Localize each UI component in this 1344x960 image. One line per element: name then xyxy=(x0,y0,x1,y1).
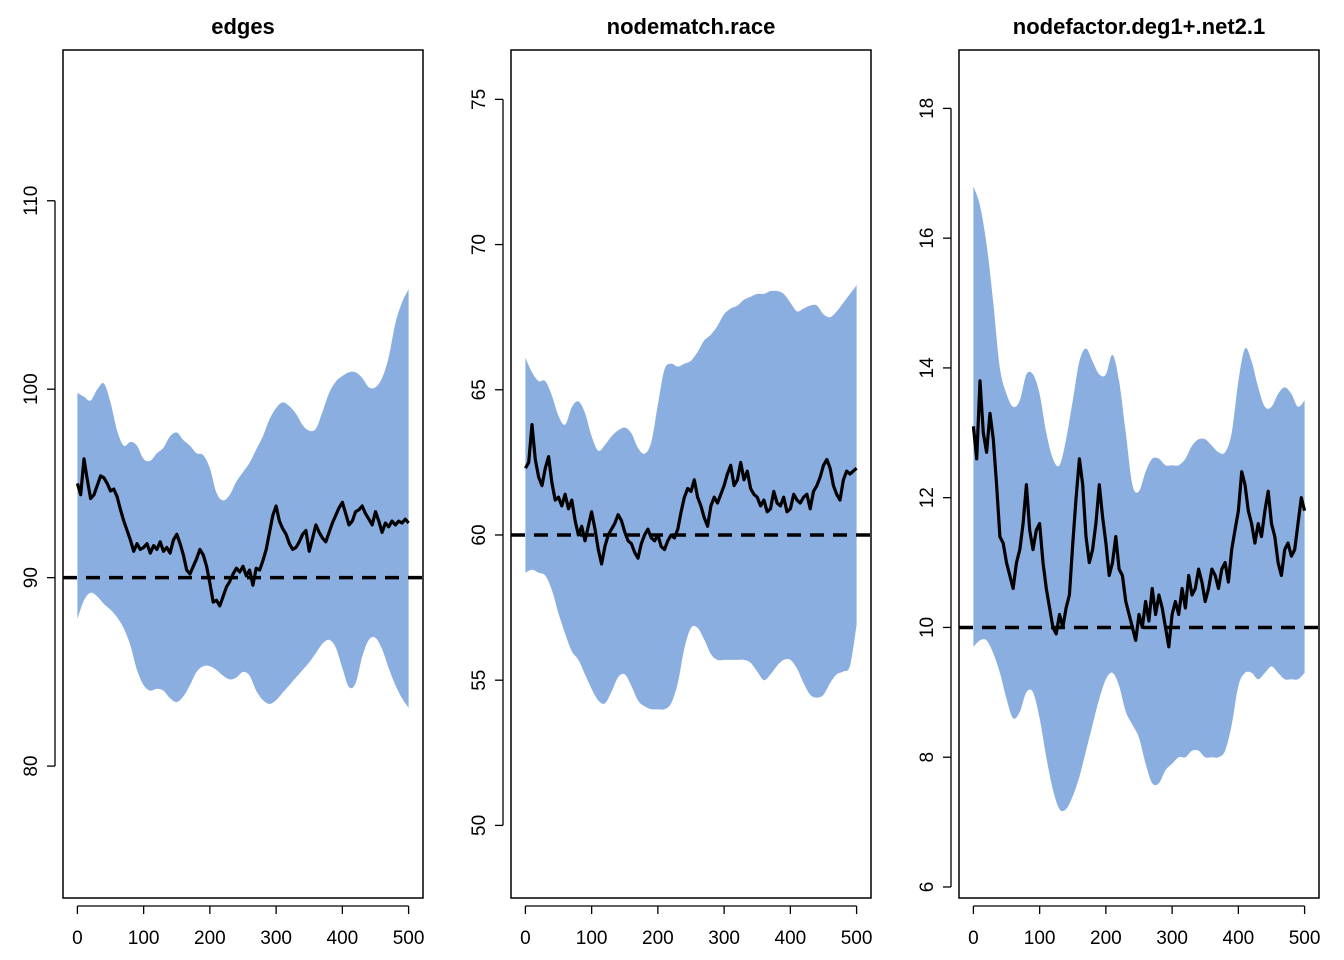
confidence-band xyxy=(973,186,1305,812)
x-tick-label: 0 xyxy=(968,928,979,949)
x-tick-label: 0 xyxy=(520,928,531,949)
y-tick-label: 75 xyxy=(469,89,490,110)
plot-frame xyxy=(510,49,872,899)
panel-title: nodematch.race xyxy=(607,14,776,39)
panel-edges: edges 0 100 200 300 400 500 80 90 100 110 xyxy=(21,14,424,949)
x-axis: 0 100 200 300 400 500 xyxy=(72,905,425,949)
x-tick-label: 300 xyxy=(260,928,292,949)
x-tick-label: 300 xyxy=(708,928,740,949)
x-tick-label: 500 xyxy=(1289,928,1321,949)
x-tick-label: 500 xyxy=(841,928,873,949)
x-tick-label: 100 xyxy=(576,928,608,949)
x-tick-label: 200 xyxy=(642,928,674,949)
y-tick-label: 55 xyxy=(469,670,490,691)
y-tick-label: 10 xyxy=(917,617,938,638)
y-tick-label: 8 xyxy=(917,752,938,763)
y-tick-label: 80 xyxy=(21,756,42,777)
y-tick-label: 65 xyxy=(469,379,490,400)
x-tick-label: 400 xyxy=(775,928,807,949)
trace-line xyxy=(971,379,1307,649)
confidence-band xyxy=(77,289,409,708)
y-tick-label: 16 xyxy=(917,228,938,249)
plot-frame xyxy=(958,49,1320,899)
x-axis: 0 100 200 300 400 500 xyxy=(520,905,873,949)
panel-nodefactor-deg1-net2-1: nodefactor.deg1+.net2.1 0 100 200 300 400 500… xyxy=(917,14,1320,949)
x-tick-label: 400 xyxy=(327,928,359,949)
y-tick-label: 70 xyxy=(469,234,490,255)
y-axis: 80 90 100 110 xyxy=(21,186,56,777)
y-tick-label: 6 xyxy=(917,882,938,893)
y-tick-label: 100 xyxy=(21,373,42,405)
y-tick-label: 60 xyxy=(469,524,490,545)
x-tick-label: 100 xyxy=(128,928,160,949)
y-axis: 6 8 10 12 14 16 18 xyxy=(917,98,952,893)
y-tick-label: 50 xyxy=(469,815,490,836)
x-tick-label: 400 xyxy=(1223,928,1255,949)
y-axis: 50 55 60 65 70 75 xyxy=(469,89,504,836)
y-tick-label: 90 xyxy=(21,567,42,588)
confidence-band xyxy=(525,285,857,710)
y-tick-label: 110 xyxy=(21,186,42,216)
x-tick-label: 0 xyxy=(72,928,83,949)
x-tick-label: 200 xyxy=(1090,928,1122,949)
panel-title: nodefactor.deg1+.net2.1 xyxy=(1013,14,1265,39)
x-tick-label: 500 xyxy=(393,928,425,949)
trace-line xyxy=(524,423,858,566)
y-tick-label: 18 xyxy=(917,98,938,119)
plot-frame xyxy=(62,49,424,899)
x-axis: 0 100 200 300 400 500 xyxy=(968,905,1321,949)
y-tick-label: 12 xyxy=(917,487,938,508)
x-tick-label: 300 xyxy=(1156,928,1188,949)
panel-title: edges xyxy=(211,14,275,39)
x-tick-label: 100 xyxy=(1024,928,1056,949)
y-tick-label: 14 xyxy=(917,357,938,379)
trace-line xyxy=(75,457,410,608)
x-tick-label: 200 xyxy=(194,928,226,949)
panel-nodematch-race: nodematch.race 0 100 200 300 400 500 50 55 60 65… xyxy=(469,14,872,949)
